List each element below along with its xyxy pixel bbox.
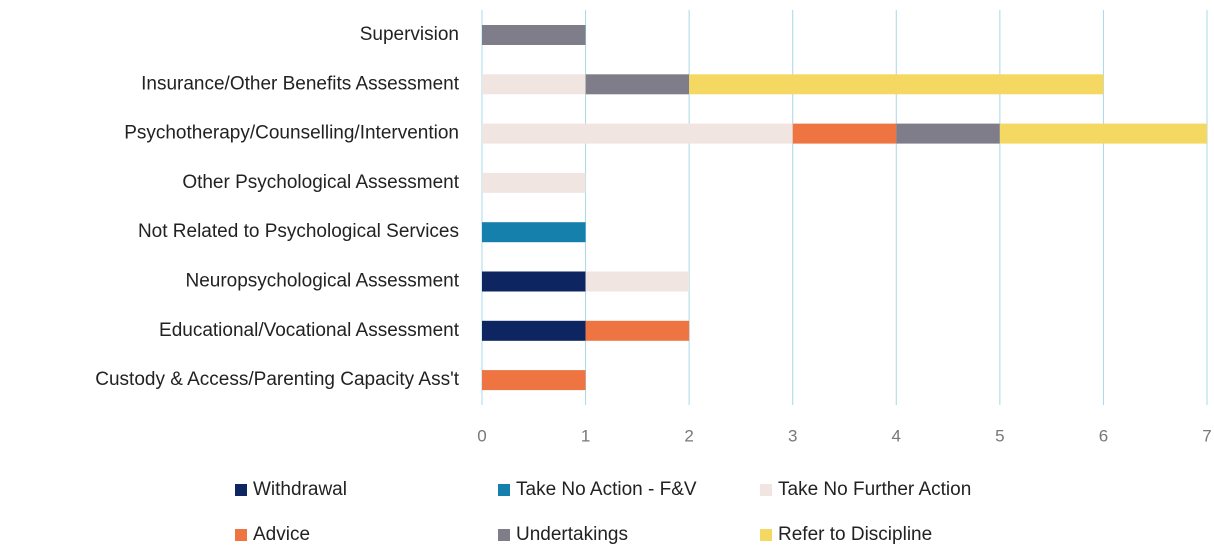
x-tick-label: 6 [1099,426,1108,445]
x-tick-label: 4 [892,426,901,445]
bar-segment [792,123,897,144]
bar-segment [482,370,586,391]
bar-segment [482,271,586,292]
x-tick-label: 3 [788,426,797,445]
bar-segment [482,123,793,144]
bar-segment [585,74,690,95]
legend-swatch [498,484,510,496]
y-tick-label: Psychotherapy/Counselling/Intervention [124,123,459,144]
y-tick-label: Insurance/Other Benefits Assessment [141,73,460,94]
bar-segment [999,123,1207,144]
legend-swatch [760,484,772,496]
y-tick-label: Educational/Vocational Assessment [159,320,460,341]
bar-segment [482,320,586,341]
bar-segment [482,172,586,193]
bar-segment [585,320,690,341]
legend-swatch [760,529,772,541]
bar-segment [585,271,690,292]
legend-label: Undertakings [516,524,628,545]
y-tick-label: Neuropsychological Assessment [185,271,459,292]
x-tick-label: 7 [1202,426,1211,445]
legend-label: Take No Action - F&V [516,479,697,500]
legend-swatch [235,529,247,541]
bar-segment [482,74,586,95]
legend-label: Take No Further Action [778,479,971,500]
x-tick-label: 0 [477,426,486,445]
bar-segment [482,222,586,243]
y-tick-label: Custody & Access/Parenting Capacity Ass'… [95,369,459,390]
y-tick-label: Supervision [360,24,459,45]
legend-label: Advice [253,524,310,545]
bar-segment [482,25,586,45]
y-tick-label: Other Psychological Assessment [182,172,459,193]
y-tick-label: Not Related to Psychological Services [138,221,459,242]
legend-label: Withdrawal [253,479,347,500]
x-tick-label: 5 [995,426,1004,445]
bar-segment [689,74,1104,95]
bar-segment [896,123,1000,144]
x-tick-label: 2 [684,426,693,445]
legend-label: Refer to Discipline [778,524,932,545]
x-tick-label: 1 [581,426,590,445]
legend-swatch [235,484,247,496]
legend-swatch [498,529,510,541]
